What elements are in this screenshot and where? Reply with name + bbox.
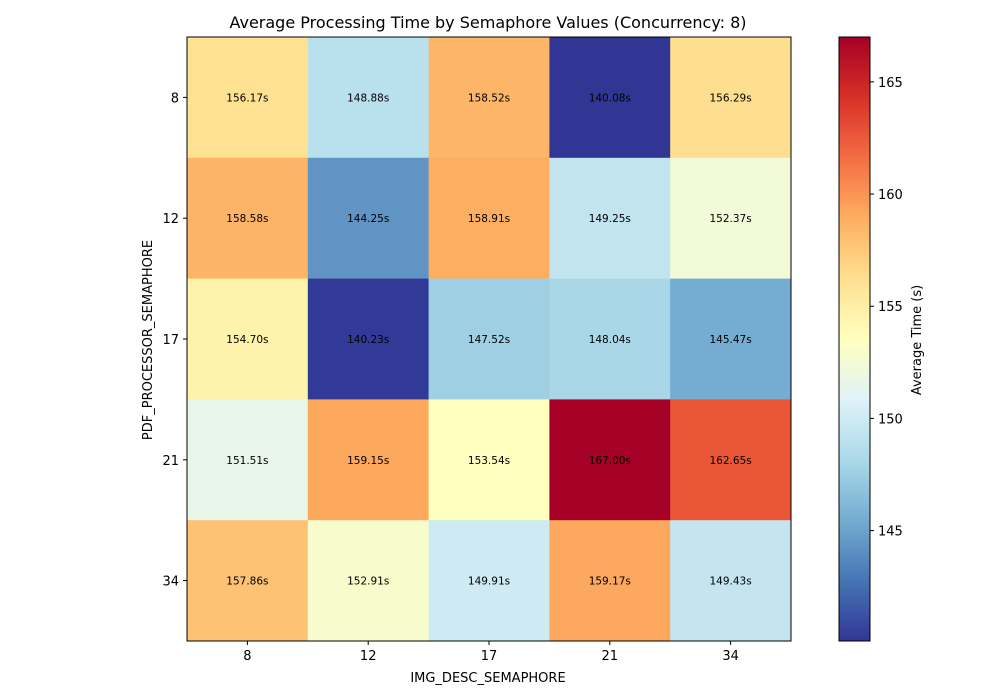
x-tick-label: 21: [602, 649, 619, 664]
cell-value-label: 167.00s: [589, 455, 631, 467]
cell-value-label: 158.52s: [468, 92, 510, 104]
colorbar: [838, 36, 871, 642]
colorbar-tick-label: 145: [878, 525, 903, 540]
heatmap-cell: [549, 399, 671, 521]
cell-value-label: 152.91s: [347, 576, 389, 588]
heatmap-cell: [670, 157, 792, 280]
cell-value-label: 162.65s: [709, 455, 751, 467]
heatmap-cell: [187, 399, 309, 521]
cells-layer: 156.17s 148.88s 158.52s 140.08s 156.29s 158.5…: [186, 36, 792, 642]
cell-value-label: 140.23s: [347, 334, 389, 346]
heatmap-cell: [307, 399, 430, 521]
heatmap-cell: [307, 37, 430, 159]
cell-value-label: 151.51s: [226, 455, 268, 467]
colorbar-tick-label: 150: [878, 412, 903, 427]
heatmap-cell: [428, 520, 550, 642]
heatmap-cell: [187, 37, 309, 159]
colorbar-tick-label: 165: [878, 76, 903, 91]
heatmap-cell: [428, 278, 550, 400]
cell-value-label: 148.04s: [589, 334, 631, 346]
cell-value-label: 157.86s: [226, 576, 268, 588]
cell-value-label: 152.37s: [709, 213, 751, 225]
heatmap-cell: [428, 157, 550, 280]
heatmap-cell: [549, 520, 671, 642]
heatmap-cell: [187, 278, 309, 400]
cell-value-label: 159.17s: [589, 576, 631, 588]
cell-value-label: 140.08s: [589, 92, 631, 104]
heatmap-cell: [670, 399, 792, 521]
colorbar-tick-label: 155: [878, 300, 903, 315]
heatmap-cell: [187, 157, 309, 280]
x-tick-label: 34: [722, 649, 739, 664]
cell-value-label: 154.70s: [226, 334, 268, 346]
colorbar-ticks: 145 150 155 160 165: [870, 76, 903, 540]
chart-title: Average Processing Time by Semaphore Val…: [229, 13, 746, 32]
cell-value-label: 144.25s: [347, 213, 389, 225]
x-axis-label: IMG_DESC_SEMAPHORE: [410, 671, 565, 686]
y-tick-label: 12: [162, 212, 179, 227]
colorbar-tick-label: 160: [878, 188, 903, 203]
colorbar-label: Average Time (s): [910, 285, 925, 395]
heatmap-cell: [307, 157, 430, 280]
x-tick-label: 17: [481, 649, 498, 664]
cell-value-label: 149.91s: [468, 576, 510, 588]
cell-value-label: 148.88s: [347, 92, 389, 104]
heatmap-cell: [187, 520, 309, 642]
y-tick-label: 21: [162, 454, 179, 469]
y-tick-label: 17: [162, 333, 179, 348]
heatmap-cell: [307, 520, 430, 642]
cell-value-label: 149.43s: [709, 576, 751, 588]
cell-value-label: 159.15s: [347, 455, 389, 467]
heatmap-cell: [428, 399, 550, 521]
heatmap-cell: [307, 278, 430, 400]
y-tick-label: 34: [162, 575, 179, 590]
cell-value-label: 147.52s: [468, 334, 510, 346]
y-tick-label: 8: [171, 91, 179, 106]
heatmap-cell: [549, 157, 671, 280]
cell-value-label: 149.25s: [589, 213, 631, 225]
heatmap-cell: [670, 278, 792, 400]
heatmap-cell: [670, 37, 792, 159]
cell-value-label: 158.58s: [226, 213, 268, 225]
heatmap-cell: [549, 278, 671, 400]
x-ticks: 8 12 17 21 34: [243, 641, 739, 664]
x-tick-label: 8: [243, 649, 251, 664]
y-ticks: 8 12 17 21 34: [162, 91, 187, 590]
cell-value-label: 156.17s: [226, 92, 268, 104]
heatmap-cell: [670, 520, 792, 642]
x-tick-label: 12: [360, 649, 377, 664]
heatmap-cell: [549, 37, 671, 159]
cell-value-label: 156.29s: [709, 92, 751, 104]
cell-value-label: 145.47s: [709, 334, 751, 346]
y-axis-label: PDF_PROCESSOR_SEMAPHORE: [141, 240, 156, 440]
cell-value-label: 153.54s: [468, 455, 510, 467]
cell-value-label: 158.91s: [468, 213, 510, 225]
heatmap-cell: [428, 37, 550, 159]
